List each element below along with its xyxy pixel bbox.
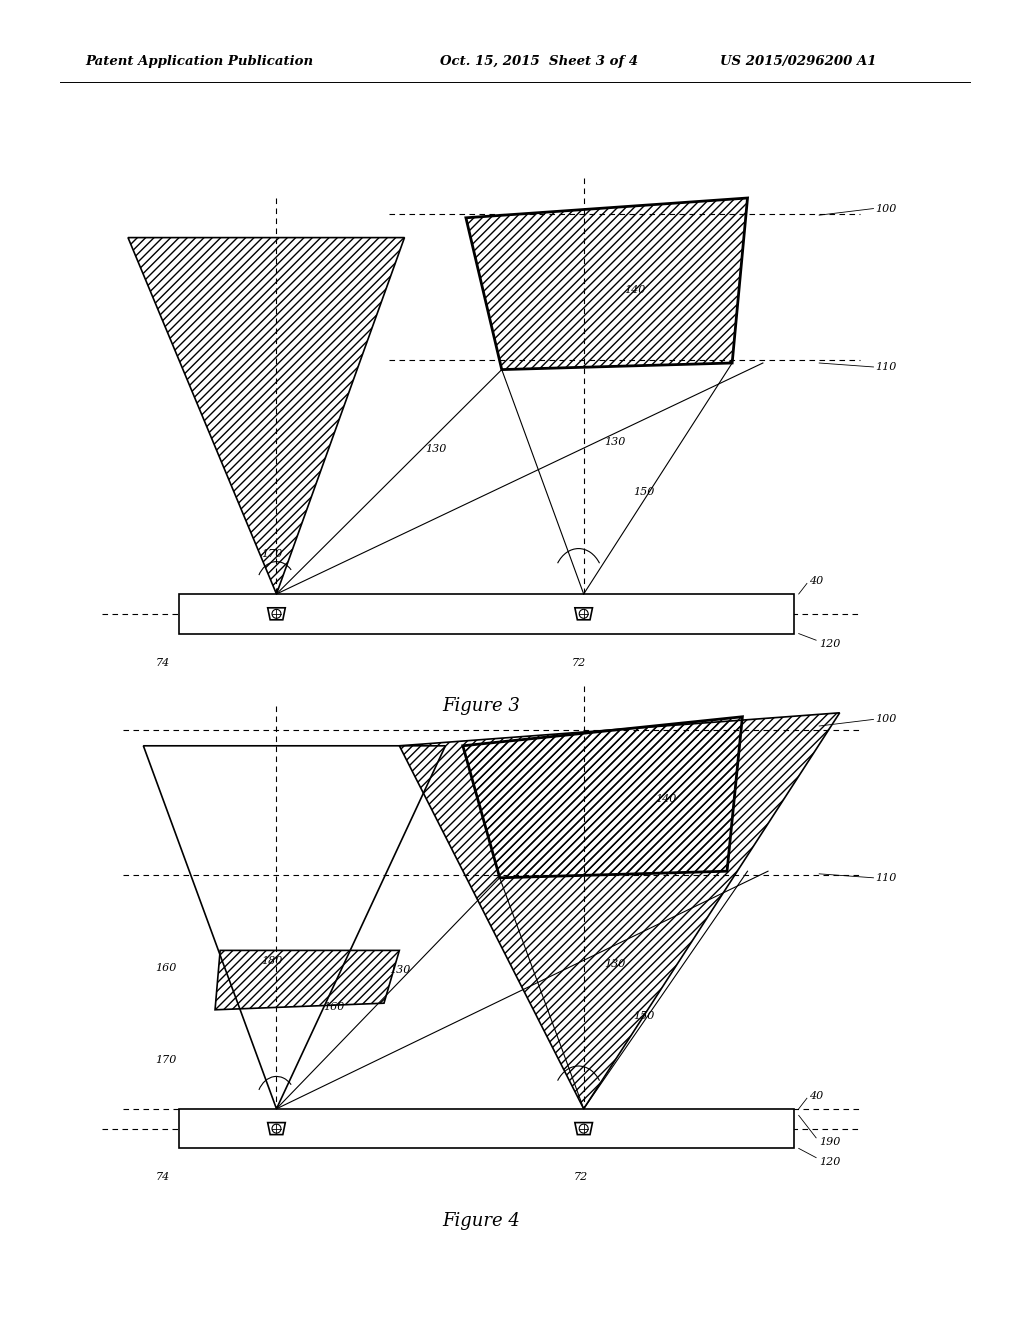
Polygon shape	[179, 1109, 794, 1148]
Text: 140: 140	[655, 793, 677, 804]
Polygon shape	[267, 1122, 286, 1135]
Text: 110: 110	[876, 362, 897, 372]
Text: 74: 74	[156, 1172, 170, 1183]
Text: 160: 160	[324, 1002, 345, 1012]
Text: 130: 130	[425, 444, 446, 454]
Circle shape	[580, 1125, 588, 1133]
Polygon shape	[179, 594, 794, 634]
Text: Oct. 15, 2015  Sheet 3 of 4: Oct. 15, 2015 Sheet 3 of 4	[440, 55, 638, 69]
Circle shape	[580, 610, 588, 618]
Text: 40: 40	[809, 576, 823, 586]
Text: 180: 180	[261, 956, 283, 966]
Circle shape	[272, 1125, 281, 1133]
Text: 72: 72	[573, 1172, 588, 1183]
Text: 150: 150	[633, 487, 654, 498]
Text: 130: 130	[604, 958, 626, 969]
Text: 140: 140	[625, 285, 646, 296]
Text: Patent Application Publication: Patent Application Publication	[85, 55, 313, 69]
Text: 74: 74	[156, 657, 170, 668]
Text: 170: 170	[261, 549, 283, 560]
Text: US 2015/0296200 A1: US 2015/0296200 A1	[720, 55, 877, 69]
Text: 120: 120	[819, 1156, 841, 1167]
Text: 100: 100	[876, 203, 897, 214]
Text: 160: 160	[156, 962, 177, 973]
Text: 150: 150	[633, 1011, 654, 1022]
Text: 120: 120	[819, 639, 841, 649]
Text: 170: 170	[156, 1055, 177, 1065]
Polygon shape	[267, 607, 286, 620]
Polygon shape	[574, 607, 593, 620]
Text: Figure 4: Figure 4	[442, 1212, 520, 1230]
Text: 190: 190	[819, 1137, 841, 1147]
Circle shape	[272, 610, 281, 618]
Text: 72: 72	[571, 657, 586, 668]
Text: 40: 40	[809, 1090, 823, 1101]
Polygon shape	[574, 1122, 593, 1135]
Text: 110: 110	[876, 873, 897, 883]
Text: 130: 130	[389, 965, 411, 975]
Text: 100: 100	[876, 714, 897, 725]
Text: 130: 130	[604, 437, 626, 447]
Text: Figure 3: Figure 3	[442, 697, 520, 715]
